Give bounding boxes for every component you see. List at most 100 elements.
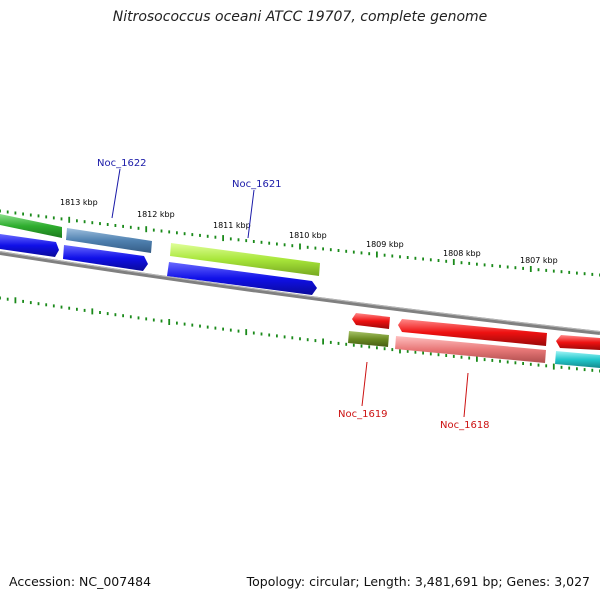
lower-track-minor-tick	[6, 297, 9, 301]
upper-track-minor-tick	[445, 259, 448, 263]
gene-noc1621[interactable]	[170, 243, 320, 276]
upper-track-minor-tick	[283, 243, 286, 247]
gene-label-noc1621[interactable]: Noc_1621	[232, 179, 282, 190]
lower-track-minor-tick	[299, 337, 301, 341]
upper-track-minor-tick	[322, 247, 324, 251]
upper-tick-track	[0, 209, 600, 277]
upper-track-minor-tick	[314, 246, 317, 250]
upper-track-minor-tick	[429, 258, 432, 262]
gene-reverse-cyan[interactable]	[555, 351, 600, 368]
lower-track-minor-tick	[568, 366, 571, 370]
lower-track-minor-tick	[176, 321, 178, 325]
upper-track-minor-tick	[168, 230, 171, 234]
upper-track-major-tick	[452, 259, 455, 265]
upper-track-minor-tick	[52, 216, 55, 220]
gene-label-noc1618[interactable]: Noc_1618	[440, 420, 490, 431]
upper-track-minor-tick	[406, 256, 409, 259]
upper-track-minor-tick	[360, 251, 363, 255]
upper-track-minor-tick	[83, 220, 86, 224]
gene-reverse-red-3[interactable]	[556, 335, 600, 350]
lower-track-minor-tick	[229, 328, 232, 332]
gene-forward-green[interactable]	[0, 214, 62, 238]
lower-track-minor-tick	[460, 355, 463, 359]
upper-track-minor-tick	[491, 264, 494, 268]
lower-track-minor-tick	[22, 299, 24, 303]
tick-label-1811kbp: 1811 kbp	[213, 221, 251, 230]
upper-track-minor-tick	[560, 270, 563, 274]
gene-label-noc1619[interactable]: Noc_1619	[338, 409, 388, 420]
lower-track-minor-tick	[160, 319, 163, 323]
lower-track-minor-tick	[199, 324, 201, 328]
upper-track-major-tick	[299, 243, 301, 250]
upper-track-minor-tick	[391, 254, 394, 258]
gene-forward-blue-2[interactable]	[63, 245, 148, 271]
lower-track-minor-tick	[60, 305, 63, 309]
gene-forward-blue-3[interactable]	[167, 262, 317, 295]
lower-track-minor-tick	[360, 344, 363, 348]
tick-label-1813kbp: 1813 kbp	[60, 198, 98, 207]
leader-noc1621	[247, 189, 255, 239]
upper-track-minor-tick	[14, 211, 17, 215]
gene-label-noc1622[interactable]: Noc_1622	[97, 158, 147, 169]
upper-track-major-tick	[145, 226, 148, 233]
lower-track-minor-tick	[260, 332, 263, 336]
lower-track-minor-tick	[468, 356, 471, 360]
gene-forward-blue-1[interactable]	[0, 234, 59, 257]
upper-track-minor-tick	[414, 256, 417, 260]
lower-track-minor-tick	[37, 302, 40, 306]
upper-track-minor-tick	[160, 229, 163, 233]
gene-noc1619[interactable]	[348, 331, 389, 347]
lower-track-minor-tick	[391, 348, 394, 352]
gene-reverse-red-1[interactable]	[352, 313, 390, 329]
leader-noc1622	[111, 168, 121, 219]
upper-track-minor-tick	[583, 272, 586, 276]
lower-track-minor-tick	[583, 368, 586, 372]
upper-track-minor-tick	[60, 217, 63, 221]
upper-track-minor-tick	[6, 210, 9, 214]
lower-track-minor-tick	[152, 318, 155, 322]
upper-track-minor-tick	[206, 234, 209, 238]
lower-track-major-tick	[245, 329, 248, 336]
upper-track-minor-tick	[345, 249, 348, 253]
lower-track-minor-tick	[514, 361, 517, 365]
leader-noc1619	[361, 361, 368, 407]
lower-track-minor-tick	[545, 364, 548, 368]
upper-track-minor-tick	[129, 225, 132, 229]
lower-track-minor-tick	[283, 335, 286, 339]
upper-track-minor-tick	[252, 240, 255, 243]
upper-track-minor-tick	[537, 268, 540, 272]
gene-noc1622[interactable]	[66, 228, 152, 253]
tick-label-1807kbp: 1807 kbp	[520, 256, 558, 265]
lower-track-major-tick	[552, 363, 555, 370]
gene-noc1618[interactable]	[395, 336, 546, 363]
lower-track-minor-tick	[122, 314, 124, 318]
lower-track-minor-tick	[383, 347, 386, 351]
upper-track-minor-tick	[45, 215, 48, 219]
lower-track-minor-tick	[183, 322, 186, 326]
lower-track-major-tick	[168, 319, 171, 325]
lower-track-minor-tick	[191, 323, 194, 327]
upper-track-minor-tick	[137, 226, 140, 230]
upper-track-minor-tick	[476, 262, 478, 266]
upper-track-minor-tick	[229, 237, 232, 241]
upper-track-minor-tick	[383, 253, 386, 257]
upper-track-minor-tick	[0, 209, 1, 213]
lower-track-minor-tick	[522, 362, 524, 365]
upper-track-minor-tick	[329, 248, 332, 252]
upper-track-minor-tick	[506, 265, 509, 269]
lower-track-minor-tick	[214, 326, 217, 330]
accession-label: Accession: NC_007484	[9, 574, 152, 589]
upper-track-minor-tick	[191, 233, 194, 237]
gene-reverse-red-2[interactable]	[398, 319, 547, 346]
upper-track-minor-tick	[91, 221, 94, 225]
lower-track-minor-tick	[145, 317, 148, 321]
lower-track-minor-tick	[52, 304, 55, 308]
lower-track-minor-tick	[368, 345, 371, 349]
upper-track-minor-tick	[552, 269, 555, 273]
lower-track-minor-tick	[560, 365, 563, 369]
lower-track-minor-tick	[306, 338, 309, 342]
genome-stats-label: Topology: circular; Length: 3,481,691 bp…	[246, 574, 590, 589]
lower-track-minor-tick	[345, 342, 348, 346]
upper-track-minor-tick	[291, 244, 294, 248]
upper-track-minor-tick	[176, 231, 178, 235]
